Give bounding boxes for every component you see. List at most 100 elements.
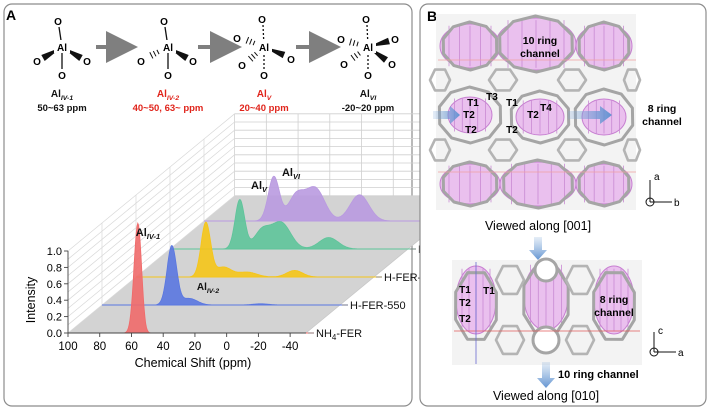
framework-ring xyxy=(502,158,574,210)
series-label: NH4-FER xyxy=(316,328,362,342)
species-shift-range: 20~40 ppm xyxy=(239,103,288,114)
oxygen-atom: O xyxy=(33,57,41,68)
y-tick-label: 0.2 xyxy=(47,312,62,324)
grid-line xyxy=(67,187,235,326)
al-atom-bg xyxy=(256,40,272,53)
al-atom: Al xyxy=(163,43,173,54)
species-shift-range: 50~63 ppm xyxy=(37,103,86,114)
bond-hash xyxy=(356,41,359,47)
panel-a-label: A xyxy=(6,7,16,23)
framework-ring xyxy=(577,20,631,72)
x-tick-label: 60 xyxy=(125,341,138,353)
bond-hash xyxy=(352,40,356,46)
grid-line xyxy=(67,138,235,276)
framework-ring xyxy=(556,68,588,92)
species-name: AlV xyxy=(257,89,273,102)
bond-hash xyxy=(152,50,157,57)
peak-label-alvi: AlVI xyxy=(282,167,301,181)
bond-hash xyxy=(156,49,160,55)
bond-hash xyxy=(254,51,258,57)
channel-arrow-right xyxy=(568,106,612,124)
grid-line xyxy=(67,162,235,301)
grid-line xyxy=(67,195,235,334)
axis-origin xyxy=(645,197,655,207)
top-caption: Viewed along [001] xyxy=(485,219,591,233)
axis-right-label: a xyxy=(678,348,684,359)
y-tick-label: 0.6 xyxy=(47,279,62,291)
peak-label-aliv1: AlIV-1 xyxy=(136,227,160,241)
al-atom-bg xyxy=(54,40,70,53)
x-tick-label: 0 xyxy=(223,341,229,353)
oxygen-atom: O xyxy=(337,35,345,46)
bottom-caption: Viewed along [010] xyxy=(493,389,599,403)
bond-hash xyxy=(350,54,356,61)
oxygen-atom: O xyxy=(260,71,268,82)
axis-origin xyxy=(649,347,659,357)
oxygen-atom: O xyxy=(160,17,168,28)
oxygen-atom: O xyxy=(83,57,91,68)
site-label-t2: T2 xyxy=(459,314,471,325)
framework-ring xyxy=(592,271,636,341)
framework-ring xyxy=(441,160,499,208)
site-label-t2: T2 xyxy=(506,125,518,136)
oxygen-atom: O xyxy=(364,71,372,82)
oxygen-atom: O xyxy=(238,61,246,72)
back-wall-grid xyxy=(67,113,474,334)
ten-ring-label: channel xyxy=(520,48,560,60)
y-tick-label: 0.4 xyxy=(47,295,62,307)
oxygen-atom: O xyxy=(189,57,197,68)
framework-ring xyxy=(441,20,499,72)
x-tick-label: 40 xyxy=(157,341,170,353)
bond-hash xyxy=(149,52,154,59)
y-tick-label: 0.8 xyxy=(47,262,62,274)
oxygen-atom: O xyxy=(58,71,66,82)
grid-line xyxy=(67,121,235,260)
bond-hash xyxy=(353,52,359,59)
x-tick-label: 20 xyxy=(189,341,202,353)
grid-line xyxy=(67,146,235,285)
x-axis-title: Chemical Shift (ppm) xyxy=(135,356,252,370)
framework-ring xyxy=(556,138,588,162)
al-species-2: O O O O Al AlIV-240~50, 63~ ppm xyxy=(133,17,204,114)
eight-ring-label: 8 ring xyxy=(648,103,677,115)
al-atom-bg xyxy=(160,40,176,53)
ten-ring-opening xyxy=(531,325,561,355)
oxygen-atom: O xyxy=(258,15,266,26)
grid-line xyxy=(67,154,235,293)
x-tick-label: 80 xyxy=(93,341,106,353)
site-label-t1: T1 xyxy=(467,98,479,109)
axis-up-label: a xyxy=(654,172,660,183)
bond-hash xyxy=(251,53,256,59)
series-label: H-FER-550 xyxy=(350,300,406,312)
y-axis-title: Intensity xyxy=(24,276,38,323)
al-species-row: O O O O Al AlIV-150~63 ppm O O O O Al AlIV-240~50, … xyxy=(33,15,399,114)
x-tick-label: 100 xyxy=(58,341,77,353)
al-species-4: O O O O O O Al AlVI-20~20 ppm xyxy=(337,15,399,114)
x-tick-label: -40 xyxy=(282,341,299,353)
oxygen-atom: O xyxy=(233,34,241,45)
species-shift-range: -20~20 ppm xyxy=(342,103,395,114)
bond-hash xyxy=(357,51,361,56)
peak-label-alv: AlV xyxy=(251,180,268,194)
oxygen-atom: O xyxy=(164,71,172,82)
y-tick-label: 0.0 xyxy=(47,328,62,340)
eight-ring-label: 8 ring xyxy=(600,294,629,306)
eight-ring-label: channel xyxy=(642,116,682,128)
framework-ring xyxy=(487,138,519,162)
site-label-t1: T1 xyxy=(459,285,471,296)
al-species-1: O O O O Al AlIV-150~63 ppm xyxy=(33,17,91,114)
eight-ring-label: channel xyxy=(594,307,634,319)
bond-hash xyxy=(245,36,250,44)
site-label-t2: T2 xyxy=(463,110,475,121)
framework-ring xyxy=(577,160,631,208)
nmr-waterfall-chart: H-FER-950H-FER-850H-FER-750H-FER-550NH4-… xyxy=(24,113,508,370)
species-name: AlIV-1 xyxy=(51,89,73,102)
al-atom: Al xyxy=(57,43,67,54)
oxygen-atom: O xyxy=(54,17,62,28)
oxygen-atom: O xyxy=(388,60,396,71)
ten-ring-arrow xyxy=(537,362,555,388)
y-tick-label: 1.0 xyxy=(47,246,62,258)
grid-line xyxy=(67,113,235,252)
